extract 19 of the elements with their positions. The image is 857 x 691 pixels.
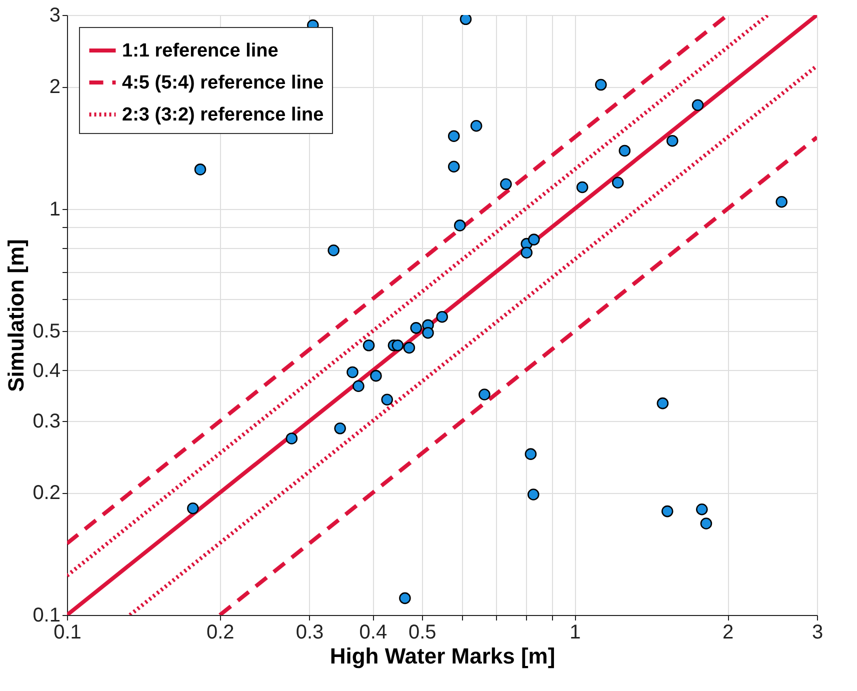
legend-label: 1:1 reference line	[122, 40, 278, 62]
x-tick-label: 0.4	[359, 622, 388, 644]
y-axis-title: Simulation [m]	[4, 239, 29, 392]
y-tick-label: 0.5	[32, 320, 60, 343]
y-tick-label: 1	[49, 198, 60, 220]
y-tick-label: 0.4	[32, 360, 60, 382]
legend-label: 4:5 (5:4) reference line	[122, 72, 324, 94]
x-tick-label: 1	[570, 622, 581, 644]
y-tick-label: 3	[49, 4, 60, 26]
x-tick-label: 2	[722, 622, 734, 644]
x-axis-title: High Water Marks [m]	[330, 644, 556, 668]
x-tick-label: 0.2	[206, 622, 234, 644]
y-tick-label: 0.2	[32, 482, 60, 504]
x-tick-label: 0.5	[408, 622, 436, 644]
x-tick-label: 3	[812, 622, 824, 644]
legend-label: 2:3 (3:2) reference line	[122, 104, 324, 126]
x-tick-label: 0.3	[296, 622, 324, 644]
y-tick-label: 2	[49, 76, 60, 98]
y-tick-label: 0.3	[32, 410, 60, 433]
